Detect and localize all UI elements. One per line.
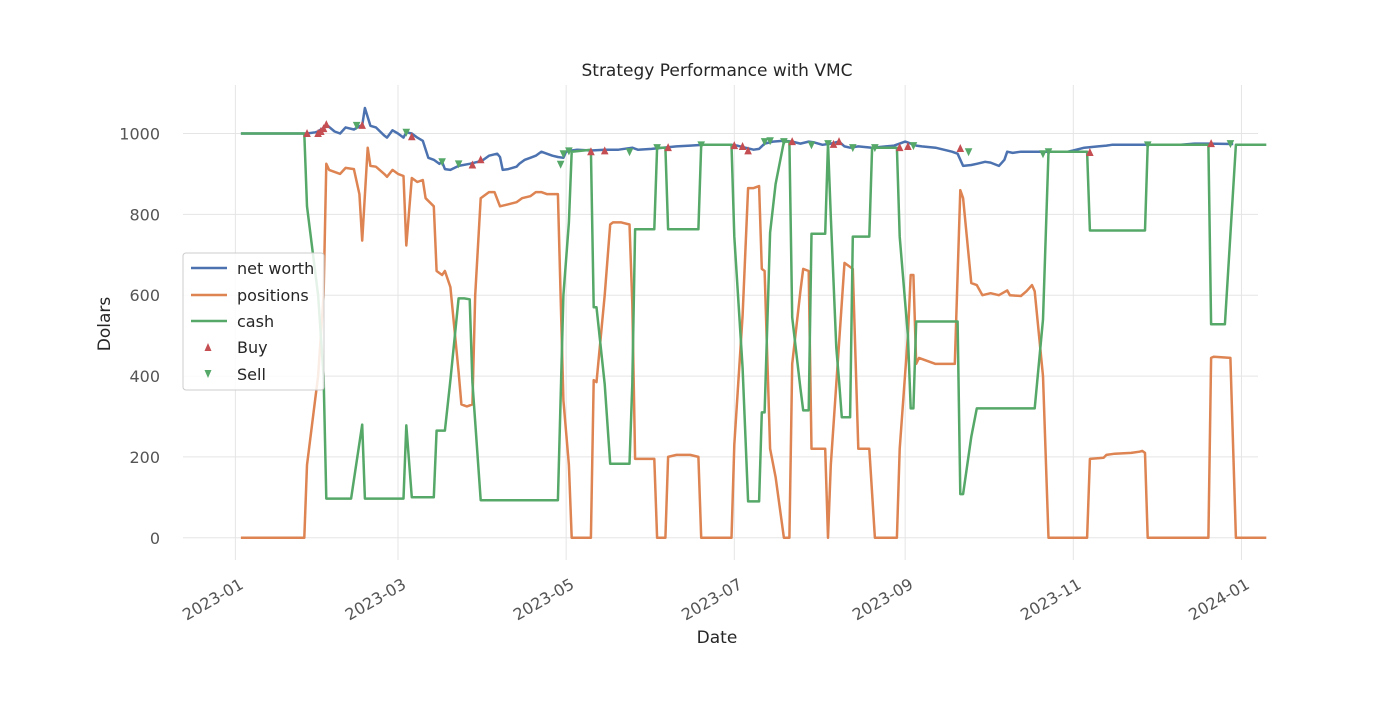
buy-marker — [468, 160, 477, 169]
buy-marker — [829, 139, 838, 148]
buy-marker — [600, 146, 609, 155]
sell-marker — [1143, 141, 1152, 150]
sell-marker — [1226, 140, 1235, 149]
sell-marker — [964, 148, 973, 157]
sell-marker — [1039, 150, 1047, 159]
buy-marker — [1086, 148, 1094, 157]
legend-label-cash: cash — [237, 312, 274, 331]
buy-marker — [730, 141, 739, 150]
buy-marker — [407, 132, 416, 141]
legend-marker-sell — [204, 370, 212, 378]
legend-label-buy: Buy — [237, 338, 268, 357]
y-tick-label: 0 — [150, 529, 160, 548]
sell-marker — [766, 137, 774, 146]
sell-marker — [559, 150, 568, 159]
y-tick-label: 200 — [129, 448, 160, 467]
chart-title: Strategy Performance with VMC — [581, 61, 852, 81]
series-line-positions — [240, 146, 1267, 540]
y-tick-label: 600 — [129, 286, 160, 305]
series-lines — [240, 106, 1267, 540]
sell-marker — [909, 142, 918, 151]
legend-frame — [182, 252, 325, 391]
series-line-cash — [240, 132, 1267, 503]
sell-marker — [760, 138, 769, 147]
y-axis-label: Dolars — [95, 297, 115, 352]
y-tick-label: 1000 — [119, 125, 160, 144]
legend-marker-buy — [204, 343, 212, 351]
sell-marker — [454, 160, 463, 169]
buy-marker — [895, 143, 904, 152]
y-axis-ticks: 0 200 400 600 800 1000 — [119, 125, 160, 548]
buy-marker — [1207, 139, 1215, 148]
y-tick-label: 800 — [129, 205, 160, 224]
y-tick-label: 400 — [129, 367, 160, 386]
sell-marker — [438, 158, 446, 167]
legend-label-net-worth: net worth — [237, 259, 314, 278]
buy-marker — [319, 124, 328, 133]
series-line-net-worth — [240, 106, 1234, 172]
buy-marker — [744, 146, 752, 155]
sell-marker — [697, 141, 706, 150]
sell-marker — [807, 141, 816, 150]
sell-marker — [402, 128, 411, 137]
sell-marker — [625, 148, 634, 157]
sell-marker — [565, 147, 573, 156]
sell-marker — [653, 144, 661, 153]
buy-marker — [904, 141, 912, 150]
x-axis-label: Date — [697, 628, 738, 648]
buy-marker — [788, 137, 796, 146]
sell-marker — [871, 144, 879, 153]
legend-label-positions: positions — [237, 286, 309, 305]
trade-markers — [303, 120, 1235, 169]
legend-label-sell: Sell — [237, 365, 266, 384]
legend: net worth positions cash Buy Sell — [182, 252, 325, 391]
buy-marker — [303, 129, 311, 138]
buy-marker — [956, 143, 965, 152]
sell-marker — [849, 144, 857, 153]
sell-marker — [352, 121, 361, 130]
buy-marker — [587, 147, 595, 156]
buy-marker — [476, 155, 485, 164]
sell-marker — [556, 160, 565, 169]
buy-marker — [835, 137, 843, 146]
buy-marker — [322, 120, 331, 129]
buy-marker — [738, 141, 747, 150]
buy-marker — [664, 143, 672, 152]
sell-marker — [780, 138, 788, 147]
sell-marker — [824, 140, 832, 149]
sell-marker — [1044, 148, 1053, 157]
buy-marker — [358, 120, 366, 129]
